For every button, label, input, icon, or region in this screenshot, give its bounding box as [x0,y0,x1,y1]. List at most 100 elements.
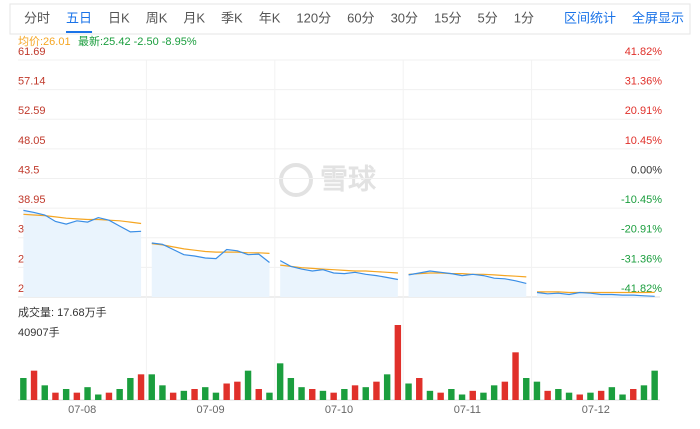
volume-bar [212,392,220,400]
tab[interactable]: 周K [146,10,168,25]
tab[interactable]: 日K [108,10,130,25]
tab[interactable]: 季K [221,10,243,25]
tab[interactable]: 年K [259,10,281,25]
volume-bar [20,377,27,400]
volume-bar [373,381,380,400]
volume-bar [619,394,626,400]
avg-line [408,272,527,278]
volume-bar [651,370,658,400]
watermark-icon [279,163,313,197]
price-area [151,243,270,297]
volume-bar [426,390,434,400]
tab[interactable]: 月K [183,10,205,25]
y-tick-label: 57.14 [18,76,46,88]
y-tick-label: 48.05 [18,135,46,147]
tool-button[interactable]: 区间统计 [564,10,616,25]
price-line [408,270,527,284]
x-tick-label: 07-08 [68,404,96,416]
volume-bar [512,352,519,400]
y2-tick-label: 0.00% [631,164,662,176]
price-line [279,260,399,281]
toolbar [9,3,691,35]
volume-bar [309,388,316,400]
volume-bar [416,377,423,400]
volume-bar [148,374,155,400]
price-line [536,291,655,297]
volume-bar [159,385,166,400]
volume-bar [52,392,59,400]
price-line [23,209,142,233]
tool-button[interactable]: 全屏显示 [632,10,684,25]
tab[interactable]: 60分 [347,10,374,25]
y-tick-label: 61.69 [18,46,46,58]
volume-bar [523,377,530,400]
volume-bar [276,363,284,400]
avg-line [23,213,142,225]
y-tick-label: 43.5 [18,164,39,176]
tab[interactable]: 15分 [434,10,461,25]
volume-bar [287,377,295,400]
volume-bar [266,392,273,400]
avg-line [537,291,655,294]
x-tick-label: 07-09 [197,404,225,416]
volume-bar [587,392,594,400]
tab[interactable]: 120分 [296,10,331,25]
volume-bar [630,388,637,400]
volume-bar [480,392,487,400]
volume-bar [62,388,70,400]
price-area [23,210,142,297]
avg-line [280,264,398,274]
volume-bar [255,388,262,400]
volume-bar [234,381,241,400]
volume-bar [555,388,562,400]
volume-bar [169,392,177,400]
volume-bar [223,383,230,400]
volume-bar [244,370,252,400]
volume-bar [95,394,102,400]
tab[interactable]: 五日 [66,10,92,25]
volume-bar [576,394,583,400]
y2-tick-label: -10.45% [621,194,662,206]
volume-bar [127,377,134,400]
volume-bar [608,387,616,400]
volume-bar [180,390,188,400]
volume-bar [137,374,145,400]
y-tick-label: 52.59 [18,105,46,117]
tab[interactable]: 1分 [514,10,534,25]
volume-label: 成交量: 17.68万手 [18,305,107,319]
volume-bar [341,388,348,400]
volume-bar [458,394,466,400]
volume-bar [501,381,509,400]
volume-bar [533,381,541,400]
volume-bar [437,392,444,400]
volume-tick-label: 40907手 [18,325,60,339]
tab[interactable]: 分时 [24,10,50,25]
volume-bar [191,388,198,400]
volume-bar [394,325,402,400]
price-area [536,292,655,297]
volume-bar [565,392,573,400]
volume-bar [330,392,337,400]
volume-bar [383,374,391,400]
y2-tick-label: -41.82% [621,283,662,295]
volume-bar [490,385,498,400]
price-area [408,271,527,297]
volume-bar [41,385,48,400]
x-tick-label: 07-11 [454,404,481,416]
volume-bar [84,387,91,400]
volume-bar [351,385,359,400]
volume-bar [640,385,648,400]
volume-bar [597,390,605,400]
tab[interactable]: 5分 [478,10,498,25]
volume-bar [405,383,412,400]
y2-tick-label: 20.91% [625,105,663,117]
x-tick-label: 07-10 [325,404,353,416]
y2-tick-label: -31.36% [621,253,662,265]
watermark: 雪球 [279,163,377,197]
volume-bar [319,390,327,400]
tab[interactable]: 30分 [391,10,418,25]
y2-tick-label: 31.36% [625,76,663,88]
volume-bar [202,387,209,400]
price-area [280,260,398,297]
y2-tick-label: 10.45% [625,135,663,147]
